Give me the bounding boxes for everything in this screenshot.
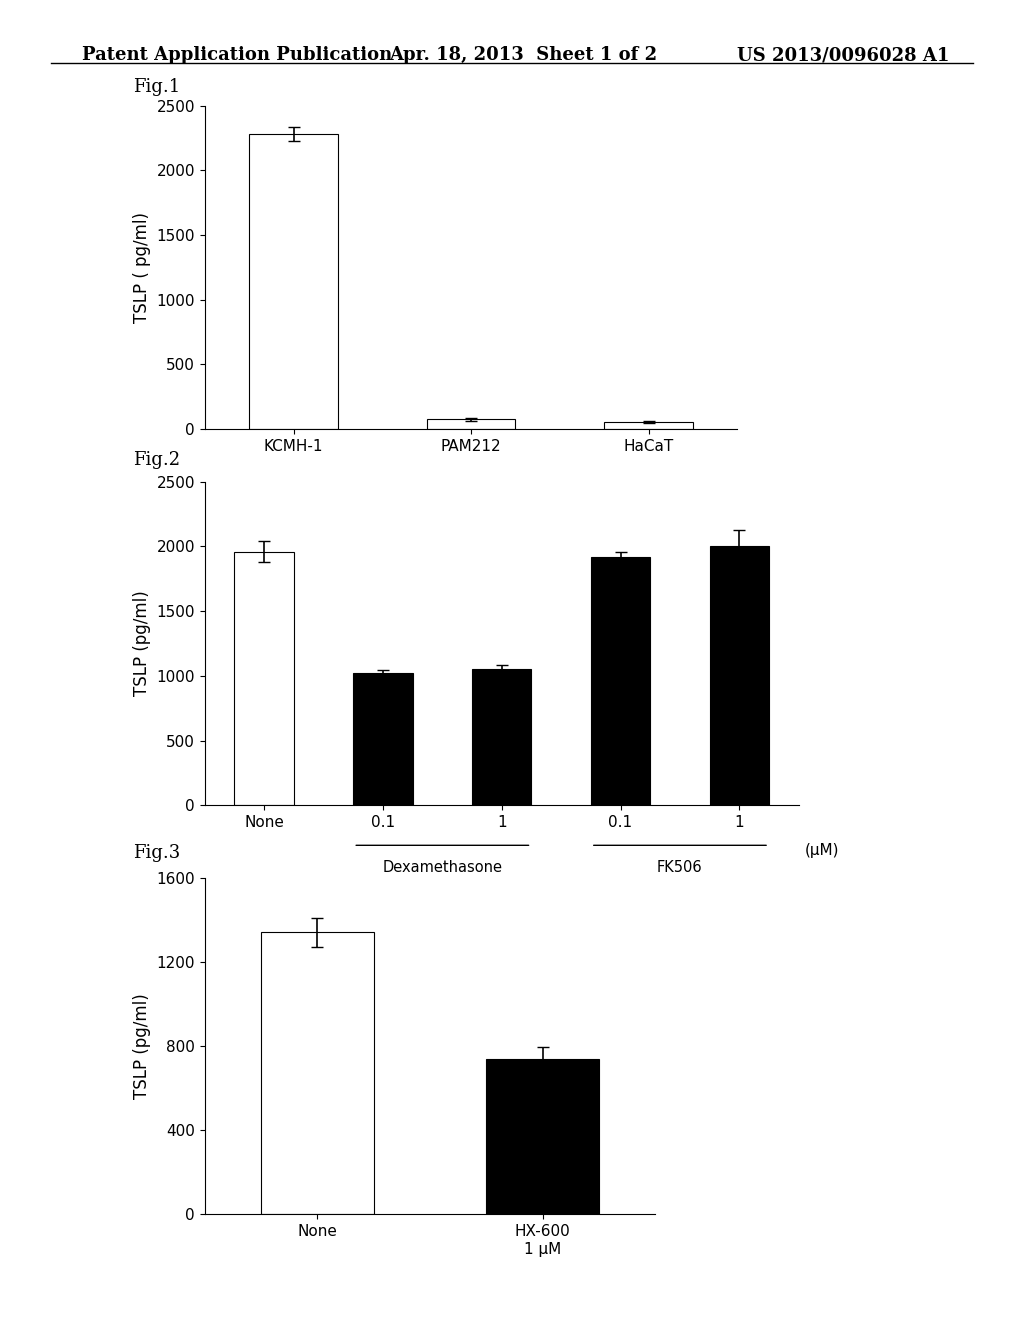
Text: US 2013/0096028 A1: US 2013/0096028 A1	[737, 46, 949, 65]
Text: Fig.3: Fig.3	[133, 843, 180, 862]
Text: Fig.2: Fig.2	[133, 450, 180, 469]
Bar	[591, 557, 650, 805]
Bar	[472, 669, 531, 805]
Text: Apr. 18, 2013  Sheet 1 of 2: Apr. 18, 2013 Sheet 1 of 2	[389, 46, 657, 65]
Y-axis label: TSLP (pg/ml): TSLP (pg/ml)	[133, 590, 151, 697]
Text: Patent Application Publication: Patent Application Publication	[82, 46, 392, 65]
Text: Dexamethasone: Dexamethasone	[382, 861, 503, 875]
Bar	[486, 1059, 599, 1214]
Bar	[353, 673, 413, 805]
Text: Fig.1: Fig.1	[133, 78, 180, 96]
Bar	[249, 135, 338, 429]
Text: (μM): (μM)	[805, 842, 839, 858]
Bar	[261, 932, 374, 1214]
Y-axis label: TSLP ( pg/ml): TSLP ( pg/ml)	[133, 211, 151, 323]
Bar	[427, 420, 515, 429]
Bar	[604, 422, 693, 429]
Bar	[710, 546, 769, 805]
Bar	[234, 552, 294, 805]
Y-axis label: TSLP (pg/ml): TSLP (pg/ml)	[133, 993, 151, 1100]
Text: FK506: FK506	[657, 861, 702, 875]
